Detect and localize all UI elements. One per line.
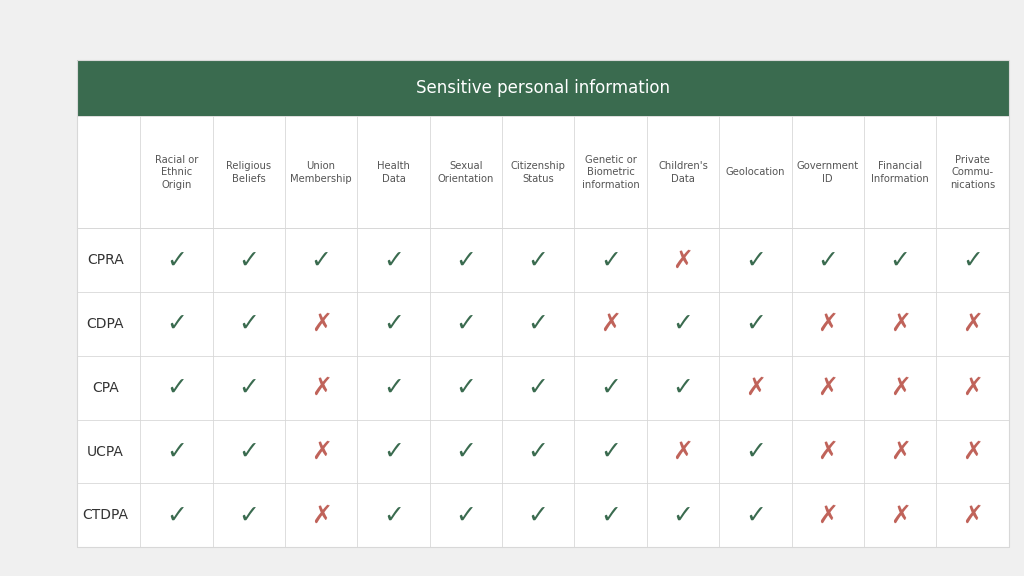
Text: ✓: ✓ (310, 248, 332, 272)
Text: Financial
Information: Financial Information (871, 161, 929, 184)
Text: ✓: ✓ (383, 439, 404, 464)
Text: ✗: ✗ (890, 312, 910, 336)
Text: ✓: ✓ (673, 312, 693, 336)
Text: CTDPA: CTDPA (82, 509, 128, 522)
Text: ✗: ✗ (962, 312, 983, 336)
Text: Religious
Beliefs: Religious Beliefs (226, 161, 271, 184)
Text: ✓: ✓ (239, 248, 259, 272)
FancyBboxPatch shape (77, 116, 1009, 547)
Text: Private
Commu-
nications: Private Commu- nications (950, 154, 995, 190)
Text: ✗: ✗ (890, 376, 910, 400)
Text: ✗: ✗ (817, 376, 839, 400)
Text: Citizenship
Status: Citizenship Status (511, 161, 565, 184)
Text: ✗: ✗ (962, 503, 983, 527)
Text: ✓: ✓ (456, 503, 476, 527)
Text: CDPA: CDPA (87, 317, 124, 331)
Text: ✓: ✓ (744, 312, 766, 336)
Text: ✓: ✓ (527, 439, 549, 464)
Text: ✓: ✓ (456, 248, 476, 272)
Text: ✗: ✗ (890, 439, 910, 464)
Text: ✓: ✓ (456, 312, 476, 336)
Text: ✓: ✓ (166, 376, 186, 400)
Text: ✗: ✗ (817, 439, 839, 464)
Text: ✓: ✓ (383, 503, 404, 527)
Text: Union
Membership: Union Membership (290, 161, 352, 184)
Text: ✓: ✓ (527, 503, 549, 527)
Text: ✗: ✗ (310, 376, 332, 400)
Text: ✓: ✓ (239, 503, 259, 527)
Text: ✗: ✗ (673, 248, 693, 272)
Text: ✓: ✓ (383, 248, 404, 272)
Text: ✗: ✗ (962, 439, 983, 464)
Text: ✗: ✗ (310, 439, 332, 464)
Text: CPA: CPA (92, 381, 119, 395)
Text: Genetic or
Biometric
information: Genetic or Biometric information (582, 154, 639, 190)
Text: ✓: ✓ (239, 376, 259, 400)
Text: ✓: ✓ (673, 376, 693, 400)
Text: Racial or
Ethnic
Origin: Racial or Ethnic Origin (155, 154, 198, 190)
Text: ✓: ✓ (744, 248, 766, 272)
Text: Children's
Data: Children's Data (658, 161, 708, 184)
Text: ✓: ✓ (456, 439, 476, 464)
Text: ✗: ✗ (310, 312, 332, 336)
Text: ✓: ✓ (383, 312, 404, 336)
Text: Government
ID: Government ID (797, 161, 859, 184)
Text: ✓: ✓ (166, 503, 186, 527)
Text: Geolocation: Geolocation (726, 168, 785, 177)
Text: ✓: ✓ (744, 439, 766, 464)
Text: ✗: ✗ (310, 503, 332, 527)
Text: ✓: ✓ (456, 376, 476, 400)
Text: Sensitive personal information: Sensitive personal information (416, 79, 670, 97)
FancyBboxPatch shape (77, 60, 1009, 116)
Text: ✓: ✓ (166, 439, 186, 464)
Text: ✓: ✓ (166, 312, 186, 336)
Text: ✓: ✓ (527, 248, 549, 272)
Text: ✗: ✗ (962, 376, 983, 400)
Text: ✓: ✓ (962, 248, 983, 272)
Text: ✗: ✗ (600, 312, 622, 336)
Text: ✓: ✓ (817, 248, 839, 272)
Text: ✗: ✗ (744, 376, 766, 400)
Text: Health
Data: Health Data (377, 161, 410, 184)
Text: ✗: ✗ (673, 439, 693, 464)
Text: Sexual
Orientation: Sexual Orientation (437, 161, 494, 184)
Text: ✓: ✓ (600, 248, 622, 272)
Text: CPRA: CPRA (87, 253, 124, 267)
Text: ✓: ✓ (166, 248, 186, 272)
Text: ✓: ✓ (527, 312, 549, 336)
Text: ✓: ✓ (600, 503, 622, 527)
Text: ✓: ✓ (600, 376, 622, 400)
Text: ✗: ✗ (890, 503, 910, 527)
Text: ✓: ✓ (383, 376, 404, 400)
Text: ✗: ✗ (817, 503, 839, 527)
Text: ✓: ✓ (744, 503, 766, 527)
Text: ✓: ✓ (239, 439, 259, 464)
Text: ✓: ✓ (527, 376, 549, 400)
Text: ✓: ✓ (890, 248, 910, 272)
Text: ✗: ✗ (817, 312, 839, 336)
Text: ✓: ✓ (673, 503, 693, 527)
Text: UCPA: UCPA (87, 445, 124, 458)
Text: ✓: ✓ (239, 312, 259, 336)
Text: ✓: ✓ (600, 439, 622, 464)
